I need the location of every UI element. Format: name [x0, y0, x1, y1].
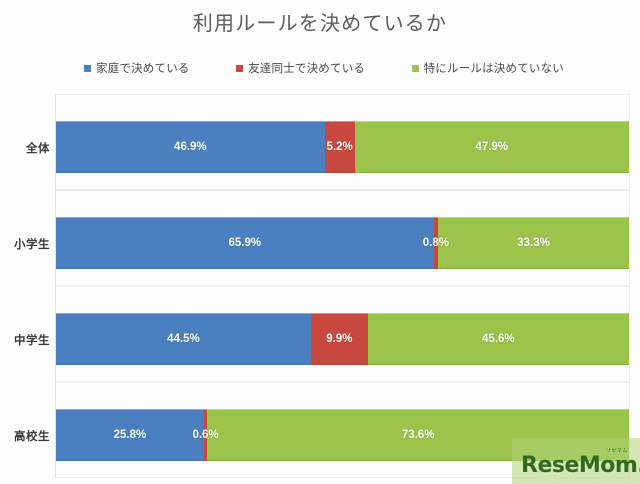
- gridline: [56, 286, 629, 287]
- legend-item-2[interactable]: 特にルールは決めていない: [411, 60, 564, 76]
- bar-segment[interactable]: 65.9%: [56, 217, 434, 269]
- gridline: [56, 381, 629, 382]
- legend-item-0[interactable]: 家庭で決めている: [84, 60, 190, 76]
- gridline: [56, 477, 629, 478]
- bar-row: 44.5% 9.9% 45.6%: [56, 313, 629, 365]
- bar-segment-value-label: 45.6%: [482, 333, 515, 345]
- bar-segment[interactable]: 45.6%: [367, 313, 629, 365]
- legend-label-1: 友達同士で決めている: [248, 63, 366, 75]
- bar-segment[interactable]: 46.9%: [56, 121, 325, 173]
- chart-legend: 家庭で決めている 友達同士で決めている 特にルールは決めていない: [84, 59, 564, 77]
- legend-swatch-icon-0: [84, 64, 91, 72]
- gridline: [56, 94, 629, 95]
- legend-swatch-icon-2: [411, 64, 419, 72]
- bar-segment[interactable]: 33.3%: [438, 217, 629, 269]
- bar-segment[interactable]: 9.9%: [310, 313, 368, 365]
- bar-segment-value-label: 9.9%: [326, 333, 353, 345]
- bar-segment-value-label: 25.8%: [113, 429, 147, 441]
- bar-segment-value-label: 46.9%: [174, 141, 207, 153]
- bar-segment[interactable]: 44.5%: [56, 313, 311, 365]
- gridline: [56, 189, 629, 190]
- y-axis-label-1: 小学生: [14, 239, 50, 251]
- y-axis-label-0: 全体: [26, 143, 50, 155]
- legend-label-0: 家庭で決めている: [96, 63, 190, 75]
- gridline: [56, 382, 629, 383]
- bar-segment-value-label: 33.3%: [517, 237, 550, 249]
- legend-swatch-icon-1: [236, 64, 244, 72]
- bar-segment-value-label: 44.5%: [167, 333, 200, 345]
- bar-segment-value-label: 5.2%: [326, 141, 353, 153]
- legend-item-1[interactable]: 友達同士で決めている: [236, 60, 365, 76]
- bar-segment[interactable]: 47.9%: [354, 121, 629, 173]
- bar-segment-value-label: 47.9%: [475, 141, 509, 153]
- bar-segment-value-label: 65.9%: [228, 237, 262, 249]
- bar-segment-value-label: 73.6%: [401, 429, 435, 441]
- watermark: リセマム ReseMom.: [512, 438, 640, 484]
- watermark-ruby-text: リセマム: [605, 448, 628, 454]
- bar-row: 46.9% 5.2% 47.9%: [56, 121, 629, 173]
- legend-label-2: 特にルールは決めていない: [423, 63, 564, 75]
- bar-segment[interactable]: 5.2%: [324, 121, 355, 173]
- chart-title: 利用ルールを決めているか: [192, 13, 448, 35]
- y-axis-label-2: 中学生: [14, 335, 50, 347]
- y-axis-label-3: 高校生: [14, 431, 50, 443]
- bar-row: 65.9% 0.8% 33.3%: [56, 217, 629, 269]
- plot-area: 46.9% 5.2% 47.9% 65.9% 0.8% 33.3% 44.5% 9.9% 45.…: [55, 94, 630, 478]
- watermark-brand-text: ReseMom.: [521, 453, 640, 478]
- gridline: [56, 190, 629, 191]
- bar-segment[interactable]: 25.8%: [56, 409, 204, 461]
- gridline: [56, 285, 629, 286]
